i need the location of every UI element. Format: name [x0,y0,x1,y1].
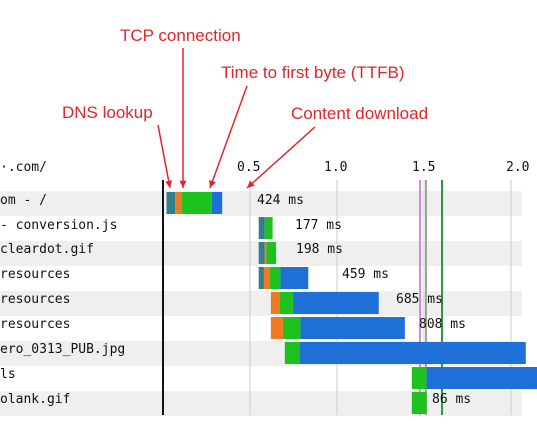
row-stripe [0,291,522,316]
request-duration: 424 ms [257,193,304,208]
bar-segment-download [300,317,405,339]
bar-segment-dns [166,192,176,214]
request-duration: 685 ms [396,292,443,307]
arrow-dns-head [165,180,173,188]
request-duration: 86 ms [432,392,472,407]
arrow-dns [157,124,171,189]
bar-segment-ttfb [284,342,300,364]
bar-segment-ttfb [266,242,277,264]
request-label[interactable]: - conversion.js [0,218,118,233]
bar-segment-download [211,192,223,214]
request-label[interactable]: olank.gif [0,392,71,407]
bar-segment-tcp [175,192,182,214]
request-label[interactable]: cleardot.gif [0,242,94,257]
request-label[interactable]: resources [0,317,71,332]
axis-tick-2: 1.5 [412,160,436,175]
arrow-download-head [247,180,255,188]
annotation-ttfb: Time to first byte (TTFB) [221,63,405,82]
request-label[interactable]: ero_0313_PUB.jpg [0,342,126,357]
bar-segment-dns [258,267,264,289]
bar-segment-ttfb [411,392,427,414]
bar-segment-download [280,267,309,289]
bar-segment-ttfb [279,292,294,314]
bar-segment-tcp [263,267,271,289]
arrow-ttfb-head [209,180,216,188]
request-label[interactable]: resources [0,292,71,307]
bar-segment-download [426,367,537,389]
row-stripe [0,391,522,416]
bar-segment-ttfb [181,192,212,214]
bar-segment-dns [258,217,265,239]
axis-tick-0: 0.5 [237,160,261,175]
bar-segment-ttfb [264,217,273,239]
arrow-tcp-head [179,180,187,188]
bar-segment-tcp [270,292,280,314]
bar-segment-ttfb [411,367,427,389]
bar-segment-dns [258,242,265,264]
bar-segment-ttfb [270,267,281,289]
annotation-tcp-connection: TCP connection [120,26,241,45]
request-duration: 459 ms [342,267,389,282]
request-label[interactable]: resources [0,267,71,282]
request-label[interactable]: ls [0,367,16,382]
page-url-header: ·.com/ [0,160,47,175]
axis-tick-3: 2.0 [506,160,530,175]
bar-segment-tcp [264,242,267,264]
row-stripe [0,191,522,216]
request-duration: 198 ms [296,242,343,257]
annotation-dns-lookup: DNS lookup [62,103,153,122]
axis-tick-1: 1.0 [324,160,348,175]
bar-segment-ttfb [283,317,301,339]
arrow-ttfb [209,85,248,189]
request-duration: 808 ms [419,317,466,332]
request-label[interactable]: om - / [0,193,47,208]
annotation-content-download: Content download [291,104,429,123]
bar-segment-download [299,342,526,364]
bar-segment-tcp [270,317,284,339]
request-duration: 177 ms [295,218,342,233]
arrow-download [246,126,316,189]
bar-segment-download [293,292,379,314]
